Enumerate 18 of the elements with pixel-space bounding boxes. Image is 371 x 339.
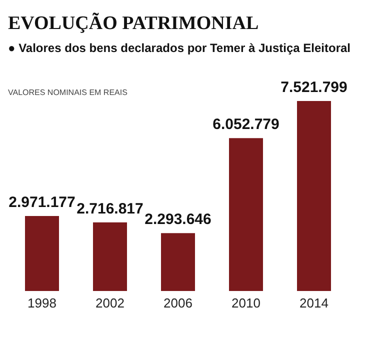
x-tick-label: 1998	[28, 296, 56, 310]
chart-subtitle: ● Valores dos bens declarados por Temer à Justiça Eleitoral	[8, 41, 350, 55]
bar	[229, 138, 263, 291]
data-label: 2.293.646	[144, 211, 212, 228]
text: VALORES NOMINAIS EM REAIS	[8, 88, 128, 97]
bar	[25, 216, 59, 291]
data-label: 7.521.799	[280, 79, 348, 96]
x-tick-label: 2010	[232, 296, 260, 310]
x-tick-label: 2014	[300, 296, 328, 310]
data-label: 2.971.177	[8, 194, 76, 211]
x-tick-label: 2002	[96, 296, 124, 310]
bar	[93, 222, 127, 291]
x-tick-label: 2006	[164, 296, 192, 310]
data-label: 2.716.817	[76, 200, 144, 218]
bar	[161, 233, 195, 291]
data-label: 6.052.779	[212, 116, 280, 134]
bar	[297, 101, 331, 291]
chart-title: EVOLUÇÃO PATRIMONIAL	[8, 12, 259, 34]
